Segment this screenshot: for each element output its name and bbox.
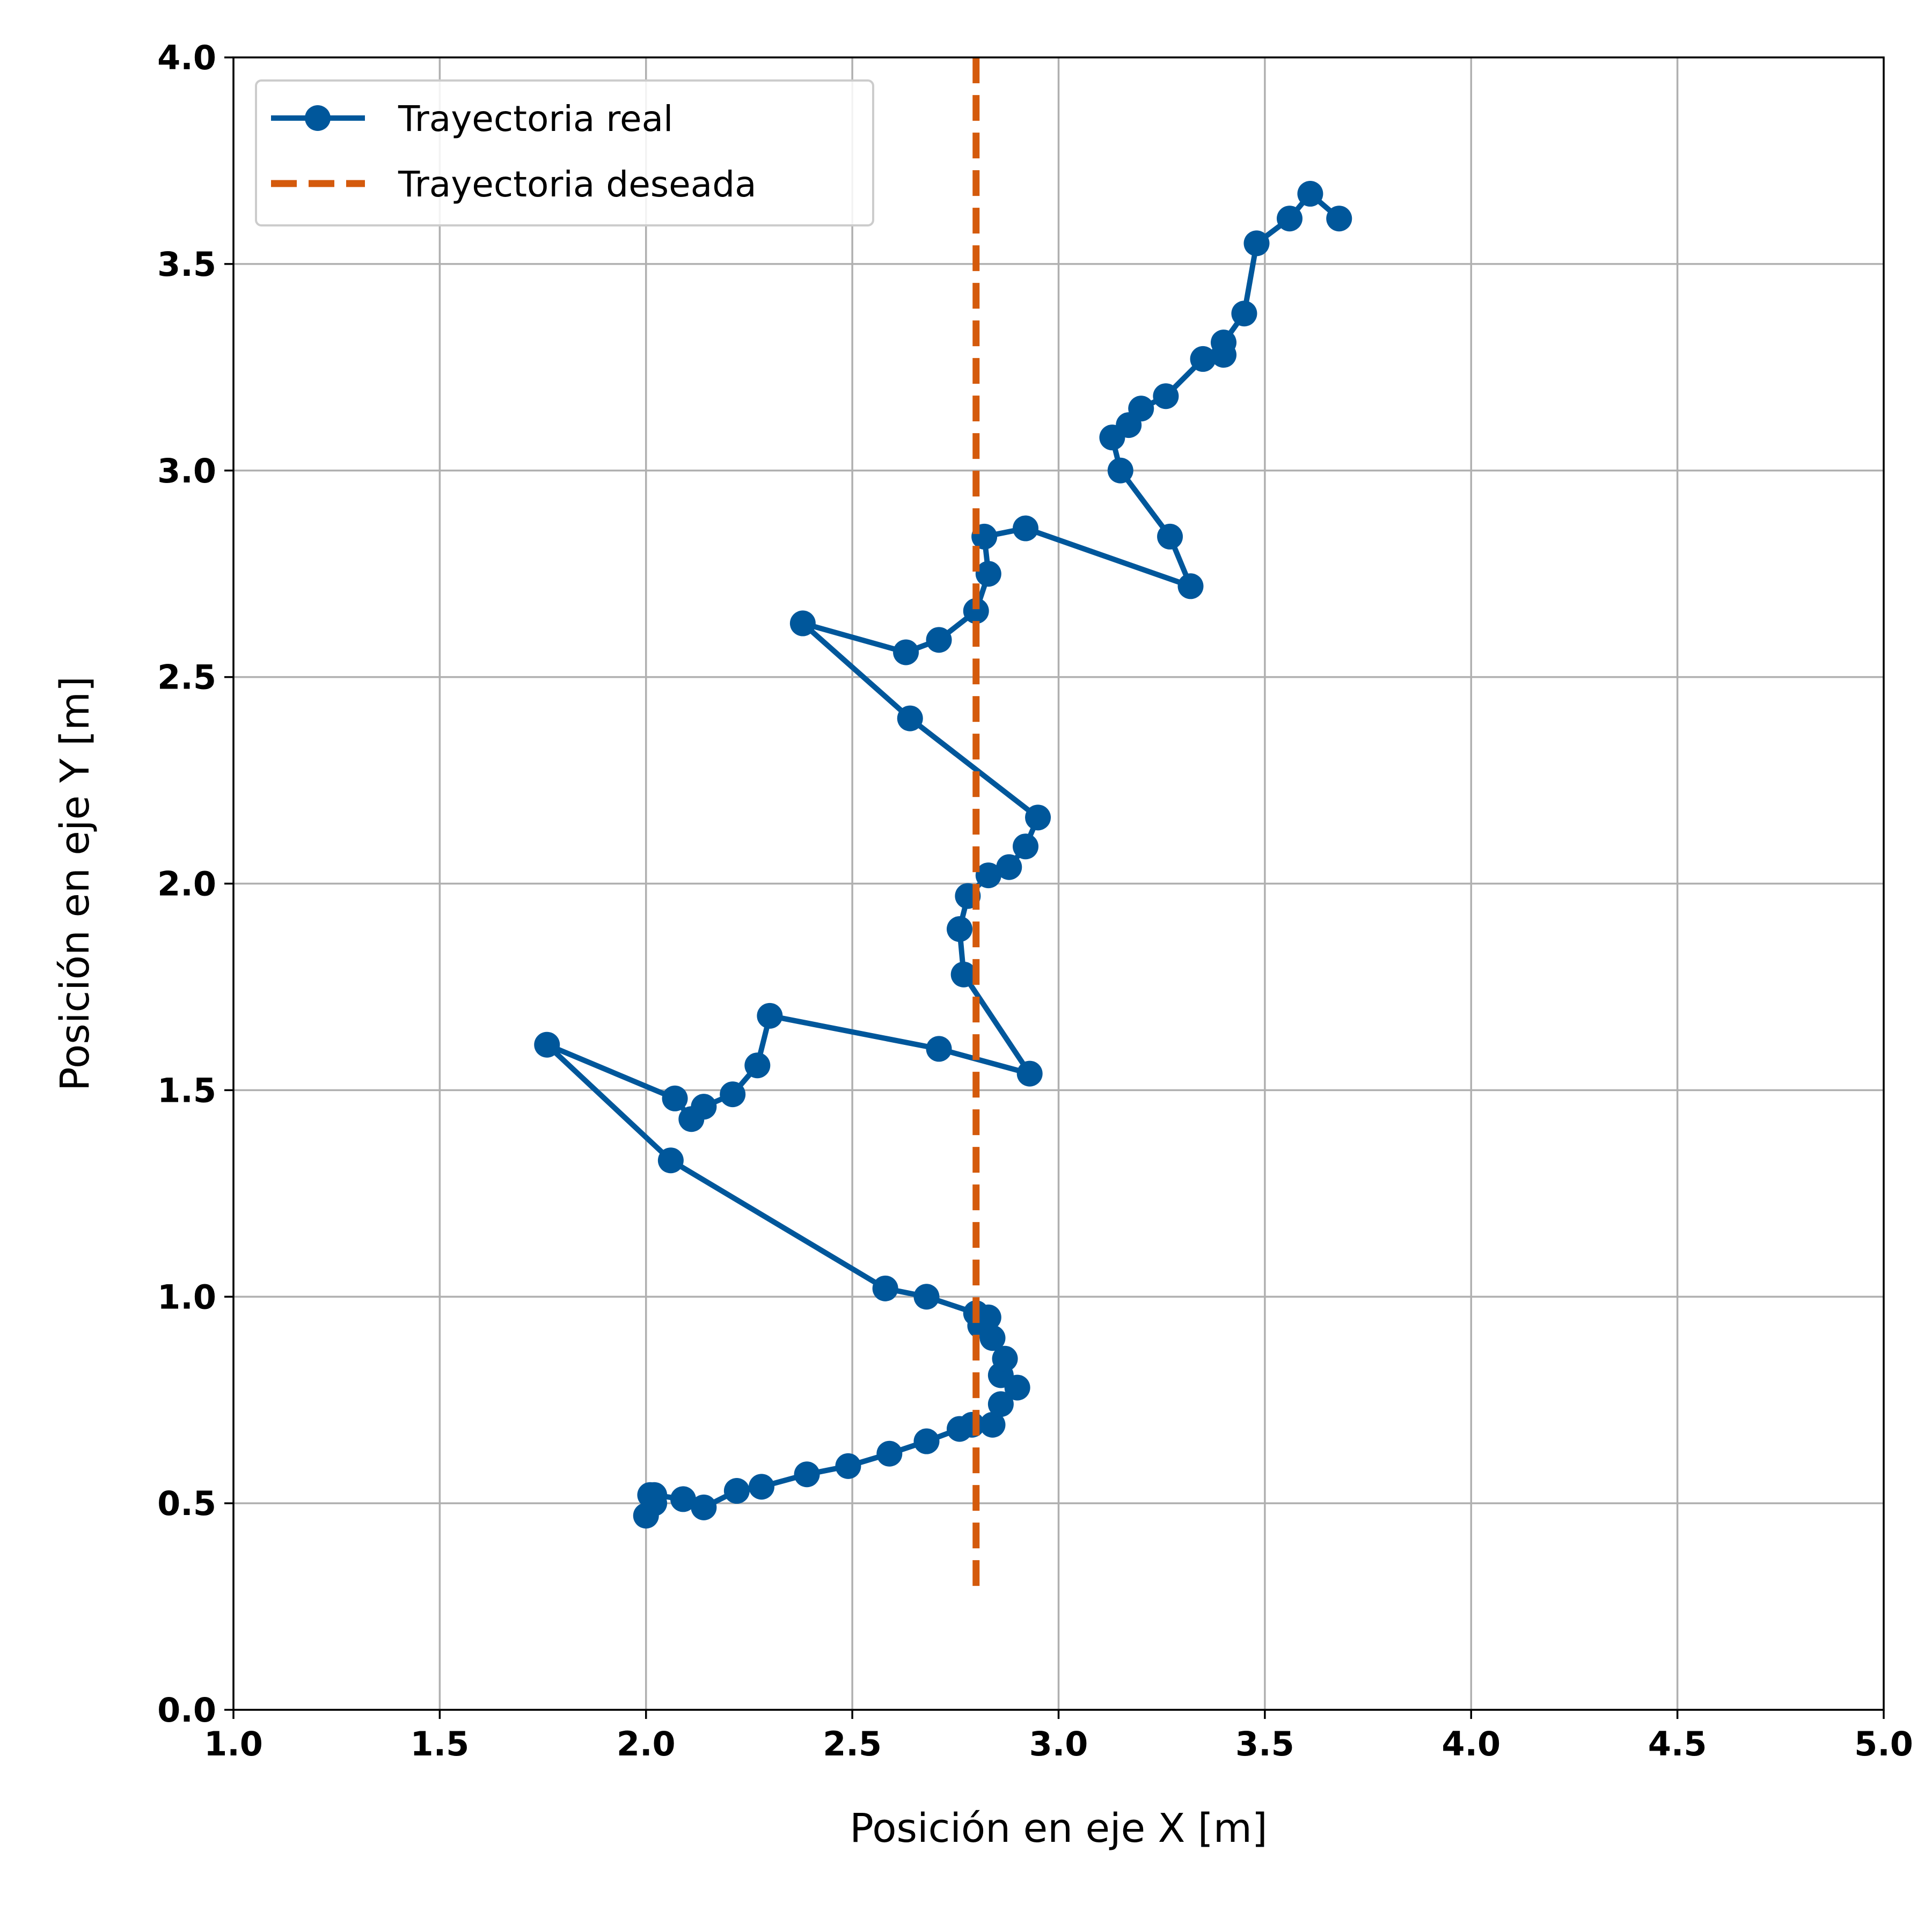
- data-point-real: [1243, 230, 1270, 257]
- data-point-real: [657, 1147, 684, 1174]
- data-point-real: [744, 1052, 771, 1079]
- y-tick-label: 4.0: [157, 38, 216, 77]
- data-point-real: [979, 1411, 1006, 1438]
- data-point-real: [872, 1275, 898, 1301]
- data-point-real: [723, 1478, 750, 1504]
- x-tick-label: 4.5: [1648, 1724, 1707, 1763]
- data-point-real: [1326, 206, 1352, 232]
- data-point-real: [926, 627, 952, 653]
- y-tick-label: 3.5: [157, 245, 216, 284]
- y-tick-label: 0.5: [157, 1484, 216, 1523]
- data-point-real: [1128, 396, 1154, 422]
- data-point-real: [996, 854, 1022, 880]
- data-point-real: [893, 639, 919, 665]
- data-point-real: [913, 1428, 940, 1454]
- data-point-real: [1231, 301, 1257, 327]
- data-point-real: [987, 1391, 1014, 1417]
- data-point-real: [1153, 383, 1179, 409]
- data-point-real: [1013, 833, 1038, 860]
- data-point-real: [926, 1036, 952, 1062]
- x-tick-label: 4.0: [1441, 1724, 1501, 1763]
- data-point-real: [950, 961, 977, 987]
- data-point-real: [691, 1094, 717, 1120]
- series-line-real: [544, 191, 1342, 1519]
- data-point-real: [534, 1031, 560, 1058]
- data-point-real: [1277, 206, 1302, 232]
- data-point-real: [1013, 515, 1038, 541]
- data-point-real: [670, 1486, 696, 1512]
- series-layer: [534, 57, 1352, 1586]
- data-point-real: [947, 916, 972, 942]
- data-point-real: [662, 1085, 688, 1111]
- data-point-real: [1025, 804, 1051, 831]
- x-tick-label: 1.5: [410, 1724, 469, 1763]
- legend-marker-real: [305, 105, 331, 131]
- data-point-real: [1297, 181, 1323, 207]
- data-point-real: [641, 1482, 668, 1508]
- data-point-real: [1211, 330, 1236, 356]
- data-point-real: [1016, 1060, 1043, 1087]
- y-tick-label: 3.0: [157, 451, 216, 491]
- x-tick-label: 2.0: [617, 1724, 676, 1763]
- data-point-real: [835, 1453, 861, 1479]
- x-tick-label: 3.5: [1235, 1724, 1294, 1763]
- y-axis-title: Posición en eje Y [m]: [52, 676, 98, 1091]
- data-point-real: [975, 561, 1001, 587]
- data-point-real: [975, 862, 1001, 889]
- grid: [232, 56, 1885, 1711]
- data-point-real: [1107, 457, 1133, 484]
- data-point-real: [794, 1461, 820, 1488]
- data-point-real: [897, 705, 923, 731]
- y-tick-label: 1.5: [157, 1071, 216, 1110]
- data-point-real: [1157, 523, 1183, 550]
- x-tick-label: 1.0: [204, 1724, 263, 1763]
- y-tick-label: 1.0: [157, 1277, 216, 1316]
- y-tick-label: 0.0: [157, 1690, 216, 1730]
- data-point-real: [749, 1474, 774, 1500]
- x-axis-title: Posición en eje X [m]: [850, 1805, 1267, 1851]
- x-tick-label: 5.0: [1854, 1724, 1913, 1763]
- y-tick-label: 2.0: [157, 865, 216, 904]
- legend-label-desired: Trayectoria deseada: [398, 164, 757, 205]
- data-point-real: [1190, 346, 1216, 372]
- data-point-real: [757, 1002, 783, 1029]
- legend-label-real: Trayectoria real: [398, 98, 673, 140]
- data-point-real: [1177, 573, 1204, 599]
- ticks: 1.0 1.5 2.0 2.5 3.0 3.5 4.0 4.5 5.0 0.0 0.5 1.0 1.5 2…: [157, 38, 1913, 1763]
- data-point-real: [992, 1345, 1018, 1372]
- data-point-real: [876, 1440, 903, 1467]
- data-point-real: [913, 1284, 940, 1310]
- x-tick-label: 2.5: [823, 1724, 882, 1763]
- legend-box: [255, 79, 874, 226]
- data-point-real: [963, 598, 989, 624]
- legend: Trayectoria real Trayectoria deseada: [255, 79, 874, 226]
- x-tick-label: 3.0: [1029, 1724, 1088, 1763]
- y-tick-label: 2.5: [157, 658, 216, 697]
- data-point-real: [720, 1081, 746, 1108]
- data-point-real: [789, 610, 816, 636]
- data-point-real: [691, 1494, 717, 1520]
